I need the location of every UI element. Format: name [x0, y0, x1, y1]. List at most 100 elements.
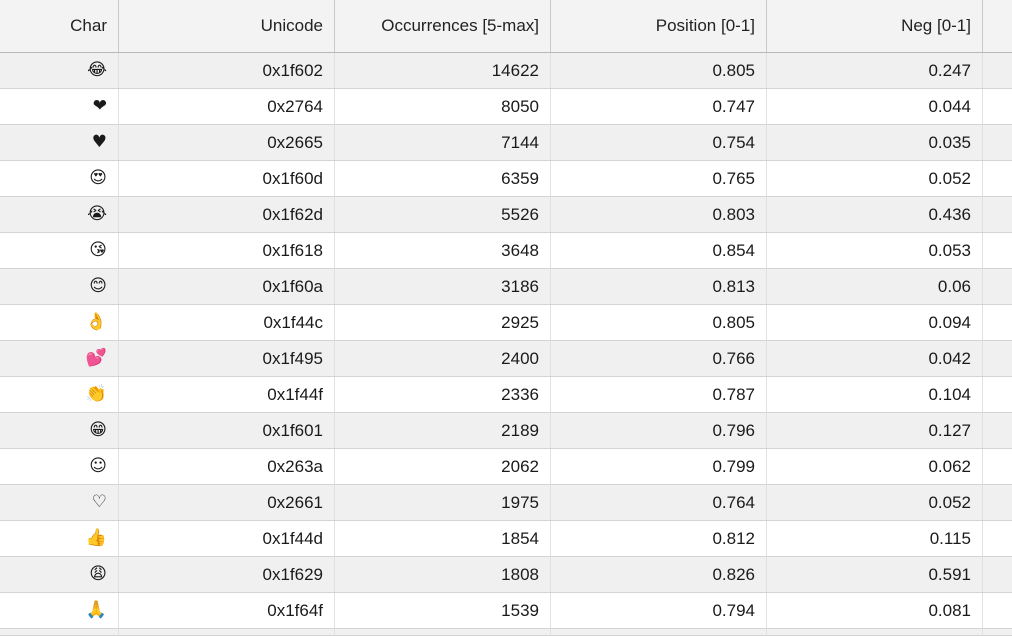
table-row[interactable]: 👍 0x1f44d 1854 0.812 0.115 [0, 521, 1012, 557]
folded-hands-icon: 🙏 [85, 600, 107, 620]
neg-cell: 0.104 [767, 377, 983, 412]
occurrences-cell: 2925 [335, 305, 551, 340]
unicode-cell: 0x2665 [119, 125, 335, 160]
filler-cell [983, 233, 1012, 268]
filler-cell [983, 413, 1012, 448]
occurrences-cell: 1854 [335, 521, 551, 556]
position-cell: 0.764 [551, 485, 767, 520]
two-hearts-icon: 💕 [85, 348, 107, 368]
position-cell: 0.787 [551, 377, 767, 412]
column-header-filler [983, 0, 1012, 52]
neg-cell: 0.035 [767, 125, 983, 160]
neg-cell: 0.044 [767, 89, 983, 124]
empty-cell [551, 629, 767, 635]
position-cell: 0.854 [551, 233, 767, 268]
column-header-occurrences[interactable]: Occurrences [5-max] [335, 0, 551, 52]
char-cell: 🙏 [0, 593, 119, 628]
neg-cell: 0.042 [767, 341, 983, 376]
char-cell: 👍 [0, 521, 119, 556]
occurrences-cell: 14622 [335, 53, 551, 88]
smiling-face-with-smiling-eyes-icon: 😊 [89, 276, 107, 296]
occurrences-cell: 7144 [335, 125, 551, 160]
occurrences-cell: 5526 [335, 197, 551, 232]
loudly-crying-face-icon: 😭 [87, 204, 107, 224]
table-row[interactable]: 😊 0x1f60a 3186 0.813 0.06 [0, 269, 1012, 305]
occurrences-cell: 1808 [335, 557, 551, 592]
filler-cell [983, 53, 1012, 88]
heavy-black-heart-icon: ❤ [92, 96, 107, 116]
empty-cell [335, 629, 551, 635]
ok-hand-icon: 👌 [85, 312, 107, 332]
weary-face-icon: 😩 [89, 564, 107, 584]
position-cell: 0.805 [551, 305, 767, 340]
position-cell: 0.796 [551, 413, 767, 448]
table-row[interactable]: ♡ 0x2661 1975 0.764 0.052 [0, 485, 1012, 521]
column-header-position[interactable]: Position [0-1] [551, 0, 767, 52]
char-cell: 💕 [0, 341, 119, 376]
table-row[interactable]: 😁 0x1f601 2189 0.796 0.127 [0, 413, 1012, 449]
filler-cell [983, 161, 1012, 196]
table-row[interactable]: 😭 0x1f62d 5526 0.803 0.436 [0, 197, 1012, 233]
position-cell: 0.799 [551, 449, 767, 484]
occurrences-cell: 6359 [335, 161, 551, 196]
position-cell: 0.754 [551, 125, 767, 160]
table-row[interactable]: 🙏 0x1f64f 1539 0.794 0.081 [0, 593, 1012, 629]
table-row[interactable]: 😂 0x1f602 14622 0.805 0.247 [0, 53, 1012, 89]
unicode-cell: 0x2764 [119, 89, 335, 124]
table-row[interactable]: ❤ 0x2764 8050 0.747 0.044 [0, 89, 1012, 125]
filler-cell [983, 557, 1012, 592]
table-row[interactable]: 💕 0x1f495 2400 0.766 0.042 [0, 341, 1012, 377]
unicode-cell: 0x1f60d [119, 161, 335, 196]
occurrences-cell: 3186 [335, 269, 551, 304]
unicode-cell: 0x1f44d [119, 521, 335, 556]
occurrences-cell: 8050 [335, 89, 551, 124]
char-cell: ♥ [0, 125, 119, 160]
table-row[interactable]: 👌 0x1f44c 2925 0.805 0.094 [0, 305, 1012, 341]
filler-cell [983, 125, 1012, 160]
column-header-neg[interactable]: Neg [0-1] [767, 0, 983, 52]
heart-eyes-face-icon: 😍 [89, 168, 107, 188]
neg-cell: 0.052 [767, 161, 983, 196]
position-cell: 0.813 [551, 269, 767, 304]
char-cell: 😊 [0, 269, 119, 304]
unicode-cell: 0x1f495 [119, 341, 335, 376]
table-row[interactable]: ♥ 0x2665 7144 0.754 0.035 [0, 125, 1012, 161]
char-cell: 👏 [0, 377, 119, 412]
char-cell: 😭 [0, 197, 119, 232]
table-row[interactable]: 👏 0x1f44f 2336 0.787 0.104 [0, 377, 1012, 413]
table-row[interactable]: 😘 0x1f618 3648 0.854 0.053 [0, 233, 1012, 269]
occurrences-cell: 1539 [335, 593, 551, 628]
table-row[interactable]: 😩 0x1f629 1808 0.826 0.591 [0, 557, 1012, 593]
table-row[interactable]: 😍 0x1f60d 6359 0.765 0.052 [0, 161, 1012, 197]
unicode-cell: 0x2661 [119, 485, 335, 520]
neg-cell: 0.591 [767, 557, 983, 592]
neg-cell: 0.06 [767, 269, 983, 304]
clapping-hands-icon: 👏 [85, 384, 107, 404]
thumbs-up-icon: 👍 [85, 528, 107, 548]
column-header-char[interactable]: Char [0, 0, 119, 52]
unicode-cell: 0x1f44c [119, 305, 335, 340]
filler-cell [983, 485, 1012, 520]
empty-cell [0, 629, 119, 635]
position-cell: 0.812 [551, 521, 767, 556]
filler-cell [983, 305, 1012, 340]
char-cell: 👌 [0, 305, 119, 340]
filler-cell [983, 521, 1012, 556]
column-header-unicode[interactable]: Unicode [119, 0, 335, 52]
filler-cell [983, 377, 1012, 412]
position-cell: 0.765 [551, 161, 767, 196]
face-with-tears-of-joy-icon: 😂 [87, 60, 107, 80]
unicode-cell: 0x1f601 [119, 413, 335, 448]
char-cell: 😘 [0, 233, 119, 268]
filler-cell [983, 341, 1012, 376]
neg-cell: 0.094 [767, 305, 983, 340]
occurrences-cell: 2062 [335, 449, 551, 484]
char-cell: ☺ [0, 449, 119, 484]
table-header: Char Unicode Occurrences [5-max] Positio… [0, 0, 1012, 53]
position-cell: 0.826 [551, 557, 767, 592]
unicode-cell: 0x1f602 [119, 53, 335, 88]
table-row-partial [0, 629, 1012, 636]
neg-cell: 0.053 [767, 233, 983, 268]
table-row[interactable]: ☺ 0x263a 2062 0.799 0.062 [0, 449, 1012, 485]
